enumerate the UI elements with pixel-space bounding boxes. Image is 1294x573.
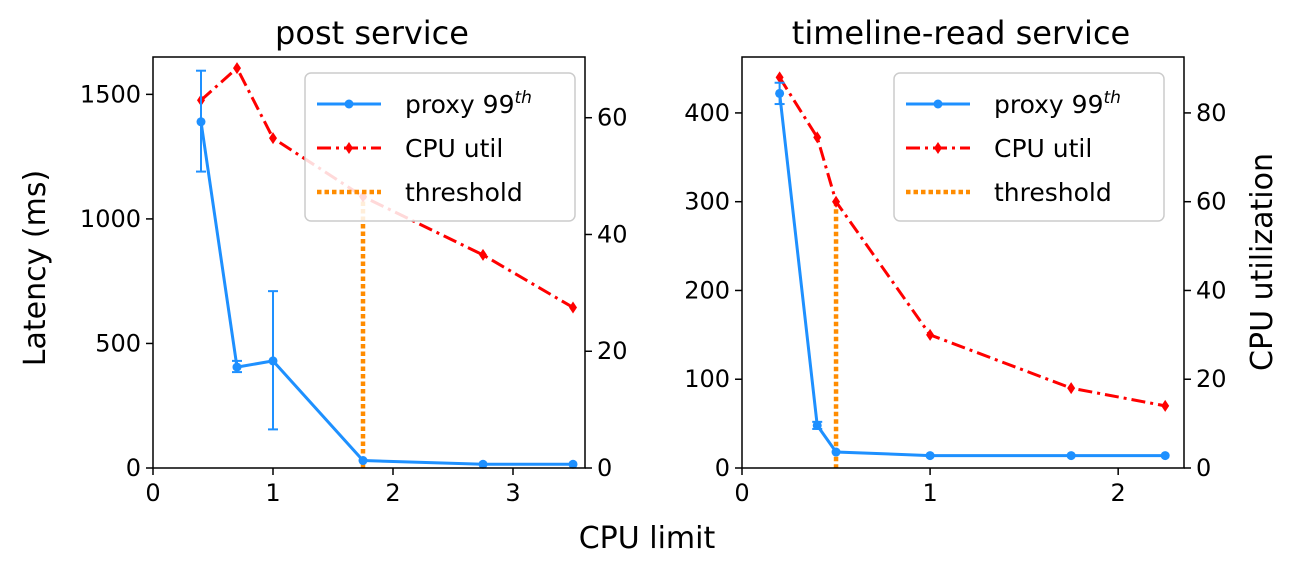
- y-tick-label: 1500: [80, 80, 141, 108]
- latency-point: [268, 356, 278, 366]
- axes-frame: [152, 56, 586, 469]
- legend-label-proxy-text: proxy 99: [994, 90, 1103, 119]
- y2-tick-label: 60: [597, 104, 628, 132]
- cpu-util-line: [778, 76, 1166, 408]
- cpu-util-point: [1067, 382, 1076, 395]
- latency-point: [568, 459, 578, 469]
- legend-label-cpu: CPU util: [994, 134, 1092, 163]
- y-axis-label-latency: Latency (ms): [18, 170, 53, 366]
- y-tick-label: 200: [684, 276, 730, 304]
- y-tick-label: 100: [684, 365, 730, 393]
- cpu-util-point: [1161, 399, 1170, 412]
- y-tick-label: 0: [715, 454, 730, 482]
- cpu-util-point: [775, 71, 784, 84]
- y2-tick-label: 0: [1196, 454, 1211, 482]
- latency-point: [478, 459, 488, 469]
- cpu-util-point: [926, 328, 935, 341]
- legend-cpu-marker: [345, 142, 353, 154]
- y-tick-label: 500: [95, 329, 141, 357]
- latency-point: [358, 456, 368, 466]
- latency-point: [1066, 451, 1076, 461]
- x-tick-label: 3: [505, 479, 520, 507]
- latency-point: [775, 88, 785, 98]
- y-tick-label: 1000: [80, 205, 141, 233]
- latency-point: [1160, 451, 1170, 461]
- cpu-util-point: [832, 195, 841, 208]
- y2-tick-label: 40: [597, 220, 628, 248]
- x-axis-label-cpu-limit: CPU limit: [579, 521, 716, 556]
- legend-latency-marker: [344, 99, 354, 109]
- legend-box: [304, 72, 576, 222]
- cpu-util-point: [569, 301, 577, 314]
- x-tick-label: 2: [1111, 479, 1126, 507]
- legend-label-proxy-text: proxy 99: [405, 90, 514, 119]
- axes-frame: [741, 56, 1185, 469]
- y2-tick-label: 20: [597, 337, 628, 365]
- legend-latency-marker: [933, 99, 943, 109]
- y2-axis-label-cpu-utilization: CPU utilization: [1245, 153, 1280, 371]
- cpu-util-point: [269, 132, 277, 145]
- cpu-util-line: [200, 65, 574, 309]
- legend-label-cpu: CPU util: [405, 134, 503, 163]
- latency-point: [925, 451, 935, 461]
- y-tick-label: 0: [126, 454, 141, 482]
- x-tick-label: 1: [265, 479, 280, 507]
- y-tick-label: 400: [684, 99, 730, 127]
- y2-tick-label: 80: [1196, 99, 1227, 127]
- cpu-util-point: [479, 248, 487, 261]
- latency-point: [831, 447, 841, 457]
- cpu-util-point: [813, 131, 822, 144]
- latency-point: [812, 420, 822, 430]
- latency-line: [199, 121, 573, 466]
- x-tick-label: 0: [145, 479, 160, 507]
- legend-box: [893, 72, 1165, 222]
- y2-tick-label: 40: [1196, 276, 1227, 304]
- x-tick-label: 1: [922, 479, 937, 507]
- subplot-timeline-read-service: timeline-read service CPU utilization 0 1…: [684, 14, 1280, 507]
- x-tick-label: 2: [385, 479, 400, 507]
- legend-label-proxy: proxy 99th: [405, 88, 532, 119]
- latency-point: [232, 362, 242, 372]
- legend-label-threshold: threshold: [405, 178, 523, 207]
- legend-label-proxy-superscript: th: [514, 88, 531, 108]
- legend-label-proxy: proxy 99th: [994, 88, 1121, 119]
- y-tick-label: 300: [684, 188, 730, 216]
- legend-cpu-marker: [934, 142, 942, 154]
- latency-line: [778, 93, 1166, 458]
- legend: proxy 99th CPU util threshold: [304, 72, 576, 222]
- y2-tick-label: 60: [1196, 188, 1227, 216]
- y2-tick-label: 0: [597, 454, 612, 482]
- x-tick-label: 0: [734, 479, 749, 507]
- plot-title-timeline-read-service: timeline-read service: [792, 14, 1130, 52]
- plot-title-post-service: post service: [275, 14, 469, 52]
- legend: proxy 99th CPU util threshold: [893, 72, 1165, 222]
- legend-label-threshold: threshold: [994, 178, 1112, 207]
- latency-point: [196, 117, 206, 127]
- y2-tick-label: 20: [1196, 365, 1227, 393]
- legend-label-proxy-superscript: th: [1103, 88, 1120, 108]
- subplot-post-service: post service Latency (ms) 0 1 2 3 0 500 1000 15…: [18, 14, 628, 507]
- cpu-util-point: [233, 62, 241, 75]
